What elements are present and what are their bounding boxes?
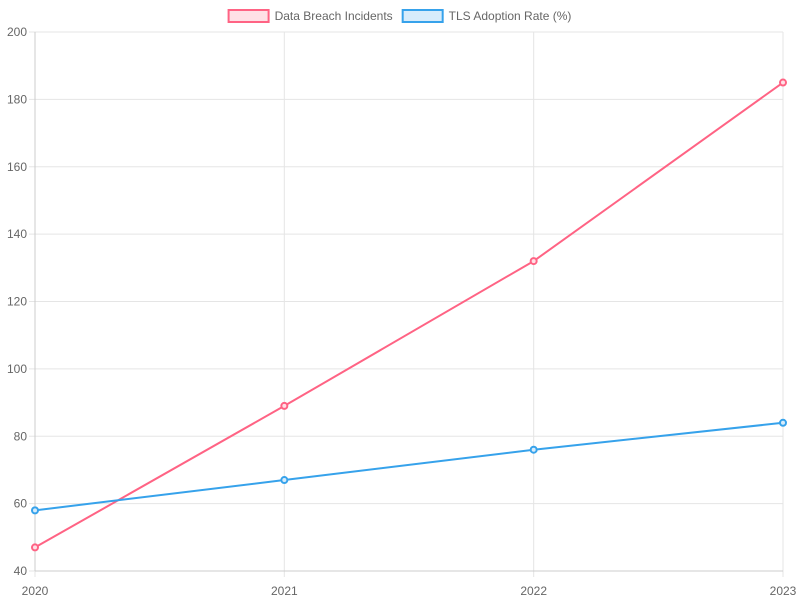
legend-swatch xyxy=(401,9,444,23)
y-tick-label: 80 xyxy=(14,429,28,443)
data-point xyxy=(779,418,787,427)
legend-item: Data Breach Incidents xyxy=(227,9,393,23)
chart-axes xyxy=(34,32,783,572)
x-axis-ticks: 2020 2021 2022 2023 xyxy=(22,584,797,598)
data-point xyxy=(31,506,39,515)
y-tick-label: 120 xyxy=(7,295,27,309)
data-point xyxy=(529,257,538,266)
data-point xyxy=(779,78,787,87)
legend-swatch xyxy=(227,9,270,23)
y-axis-ticks: 40 60 80 100 120 140 160 180 200 xyxy=(7,25,27,578)
series-1 xyxy=(31,418,787,515)
y-tick-label: 60 xyxy=(14,497,28,511)
chart-legend: Data Breach Incidents TLS Adoption Rate (… xyxy=(227,9,572,23)
y-tick-label: 160 xyxy=(7,160,27,174)
series-line xyxy=(34,421,784,512)
data-point xyxy=(31,543,39,552)
x-tick-label: 2021 xyxy=(271,584,298,598)
series-line xyxy=(34,81,784,549)
x-tick-label: 2023 xyxy=(770,584,797,598)
data-point xyxy=(280,401,289,410)
x-tick-label: 2020 xyxy=(22,584,49,598)
y-tick-label: 140 xyxy=(7,227,27,241)
data-point xyxy=(280,476,289,485)
legend-label: Data Breach Incidents xyxy=(275,9,393,23)
legend-label: TLS Adoption Rate (%) xyxy=(449,9,572,23)
series-0 xyxy=(31,78,787,552)
y-tick-label: 100 xyxy=(7,362,27,376)
series-layer xyxy=(31,78,787,552)
y-tick-label: 40 xyxy=(14,564,28,578)
legend-item: TLS Adoption Rate (%) xyxy=(401,9,572,23)
data-point xyxy=(529,445,538,454)
x-tick-label: 2022 xyxy=(520,584,547,598)
y-tick-label: 200 xyxy=(7,25,27,39)
chart-grid xyxy=(29,31,784,577)
y-tick-label: 180 xyxy=(7,92,27,106)
